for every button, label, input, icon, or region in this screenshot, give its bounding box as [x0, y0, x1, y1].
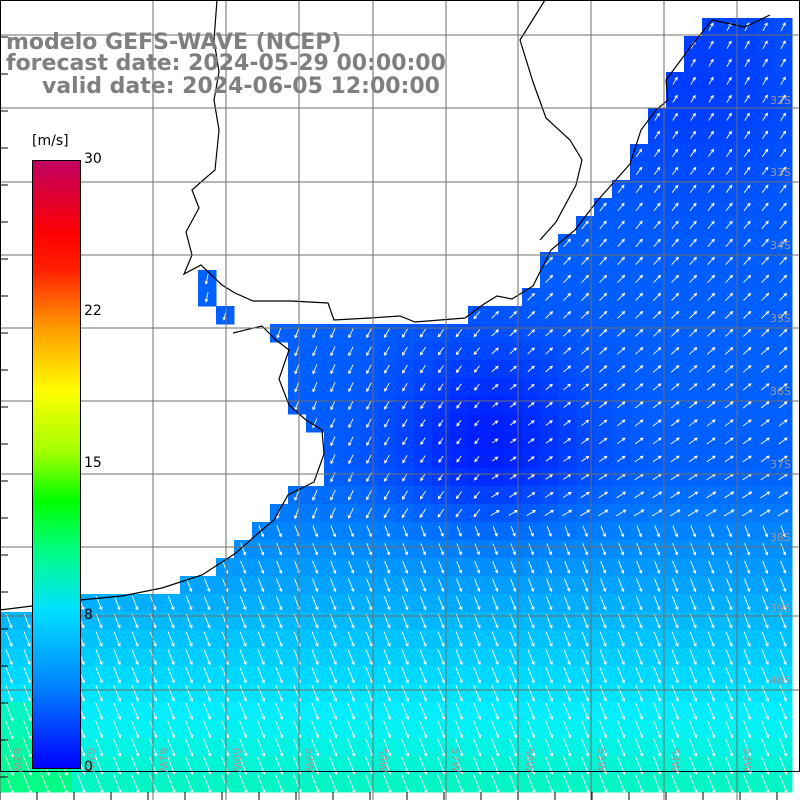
lon-label: 54W — [668, 748, 681, 773]
lat-label: 39S — [770, 602, 791, 615]
wind-vector-arrows — [4, 22, 789, 795]
colorbar — [32, 160, 81, 769]
colorbar-tick-8: 8 — [84, 607, 93, 623]
forecast-date: forecast date: 2024-05-29 00:00:00 — [6, 51, 446, 76]
lat-label: 34S — [770, 239, 791, 252]
colorbar-tick-30: 30 — [84, 151, 102, 167]
lon-label: 55W — [595, 748, 608, 773]
colorbar-tick-0: 0 — [84, 759, 93, 775]
lon-label: 62W — [84, 748, 97, 773]
model-title: modelo GEFS-WAVE (NCEP) — [6, 30, 342, 55]
lat-label: 36S — [770, 385, 791, 398]
lat-label: 33S — [770, 166, 791, 179]
lat-label: 32S — [770, 94, 791, 107]
grid-labels: 32S 33S 34S 35S 36S 37S 38S 39S 40S 63W 62W 61W 60W 5… — [11, 94, 791, 773]
lat-label: 37S — [770, 458, 791, 471]
lon-label: 61W — [157, 748, 170, 773]
colorbar-unit: [m/s] — [32, 133, 69, 149]
lat-label: 38S — [770, 531, 791, 544]
lon-label: 56W — [522, 748, 535, 773]
coastline — [0, 0, 771, 611]
lon-label: 53W — [741, 748, 754, 773]
colorbar-tick-22: 22 — [84, 303, 102, 319]
valid-date: valid date: 2024-06-05 12:00:00 — [42, 74, 440, 99]
lon-label: 63W — [11, 748, 24, 773]
colorbar-tick-15: 15 — [84, 455, 102, 471]
lat-label: 35S — [770, 312, 791, 325]
lon-label: 59W — [303, 748, 316, 773]
lon-label: 60W — [230, 748, 243, 773]
lat-label: 40S — [770, 674, 791, 687]
lon-label: 57W — [449, 748, 462, 773]
wind-speed-field — [0, 18, 793, 793]
lon-label: 58W — [376, 748, 389, 773]
